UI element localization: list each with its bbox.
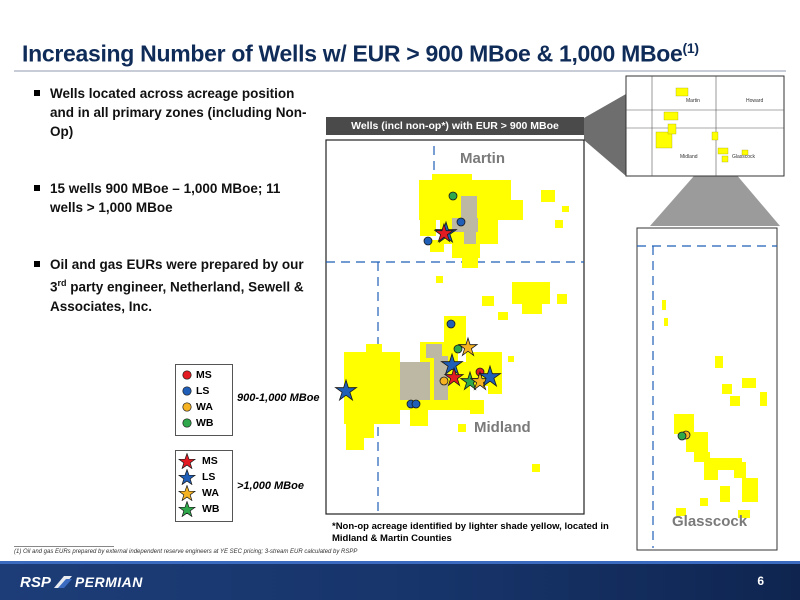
well-ls-circle — [456, 217, 466, 227]
nonop-note: *Non-op acreage identified by lighter sh… — [332, 521, 609, 544]
inset-label-midland: Midland — [680, 154, 698, 160]
well-wb-circle — [677, 431, 687, 441]
footer-bar — [0, 561, 800, 600]
well-wb-circle — [453, 344, 463, 354]
legend-star-ms: MS — [176, 453, 232, 469]
well-wb-circle — [448, 191, 458, 201]
well-ls-star — [334, 378, 358, 402]
legend-item-label: WA — [202, 487, 219, 499]
inset-map-frame — [625, 75, 785, 177]
bullet-well-counts: 15 wells 900 MBoe – 1,000 MBoe; 11 wells… — [34, 179, 314, 217]
inset-label-howard: Howard — [746, 98, 763, 104]
title-divider — [14, 70, 786, 72]
well-ls-star — [478, 364, 502, 388]
legend-stars: MS LS WA WB — [175, 450, 233, 522]
inset-county-lines — [626, 76, 784, 176]
county-label-glasscock: Glasscock — [672, 513, 748, 530]
county-label-midland: Midland — [474, 419, 531, 436]
legend-item-wb: WB — [176, 415, 232, 431]
county-label-martin: Martin — [460, 150, 505, 167]
bullet-engineer-text: Oil and gas EURs were prepared by our 3 — [50, 257, 304, 295]
orange-circle-icon — [182, 402, 192, 412]
legend-item-label: MS — [196, 369, 212, 381]
legend-item-label: WA — [196, 401, 213, 413]
glasscock-acreage — [662, 300, 767, 518]
glasscock-wells — [677, 430, 691, 441]
bullet-acreage: Wells located across acreage position an… — [34, 84, 314, 141]
green-star-icon — [177, 501, 197, 517]
legend-circles: MS LS WA WB — [175, 364, 233, 436]
bullet-engineer-text-end: party engineer, Netherland, Sewell & Ass… — [50, 279, 304, 314]
well-ls-circle — [411, 399, 421, 409]
slide-title-footnote-ref: (1) — [682, 40, 700, 56]
legend-item-label: LS — [196, 385, 210, 397]
inset-connector — [584, 94, 626, 176]
legend-star-ls: LS — [176, 469, 232, 485]
legend-star-wb: WB — [176, 501, 232, 517]
slide-title-text: Increasing Number of Wells w/ EUR > 900 … — [22, 40, 683, 67]
legend-item-label: MS — [202, 455, 218, 467]
legend-stars-label: >1,000 MBoe — [237, 480, 304, 492]
bullet-engineer-sup: rd — [57, 278, 67, 288]
well-ms-star — [443, 366, 465, 387]
logo-rsp-text: RSP — [20, 573, 51, 591]
footer-accent-stripe — [0, 561, 800, 564]
red-circle-icon — [182, 370, 192, 380]
inset-label-glasscock: Glasscock — [732, 154, 756, 160]
glasscock-county-lines — [637, 245, 777, 548]
blue-circle-icon — [182, 386, 192, 396]
well-ls-circle — [446, 319, 456, 329]
legend-circles-label: 900-1,000 MBoe — [237, 392, 320, 404]
well-ls-star — [440, 352, 464, 376]
legend-item-ms: MS — [176, 367, 232, 383]
blue-star-icon — [177, 469, 197, 485]
bullet-engineer: Oil and gas EURs were prepared by our 3r… — [34, 255, 314, 316]
company-logo: RSP PERMIAN — [20, 571, 143, 593]
slide-title: Increasing Number of Wells w/ EUR > 900 … — [22, 40, 699, 68]
legend-item-label: WB — [202, 503, 220, 515]
well-wa-star — [457, 336, 479, 357]
midland-wells — [334, 319, 502, 409]
green-circle-icon — [182, 418, 192, 428]
legend-item-ls: LS — [176, 383, 232, 399]
footnote-divider — [14, 546, 114, 547]
bullet-list: Wells located across acreage position an… — [34, 84, 314, 316]
logo-swoosh-icon — [53, 576, 72, 588]
legend-star-wa: WA — [176, 485, 232, 501]
well-wa-circle — [439, 376, 449, 386]
legend-item-label: LS — [202, 471, 216, 483]
map-header: Wells (incl non-op*) with EUR > 900 MBoe — [326, 117, 584, 135]
well-ms-star — [433, 222, 455, 243]
logo-permian-text: PERMIAN — [74, 574, 143, 590]
inset-acreage — [655, 87, 749, 163]
glasscock-connector — [650, 160, 780, 226]
red-star-icon — [177, 453, 197, 469]
orange-star-icon — [177, 485, 197, 501]
martin-wells — [423, 191, 466, 246]
legend-item-label: WB — [196, 417, 214, 429]
footnote: (1) Oil and gas EURs prepared by externa… — [14, 549, 358, 555]
inset-label-martin: Martin — [686, 98, 700, 104]
page-number: 6 — [757, 574, 764, 588]
legend-item-wa: WA — [176, 399, 232, 415]
well-ls-circle — [423, 236, 433, 246]
